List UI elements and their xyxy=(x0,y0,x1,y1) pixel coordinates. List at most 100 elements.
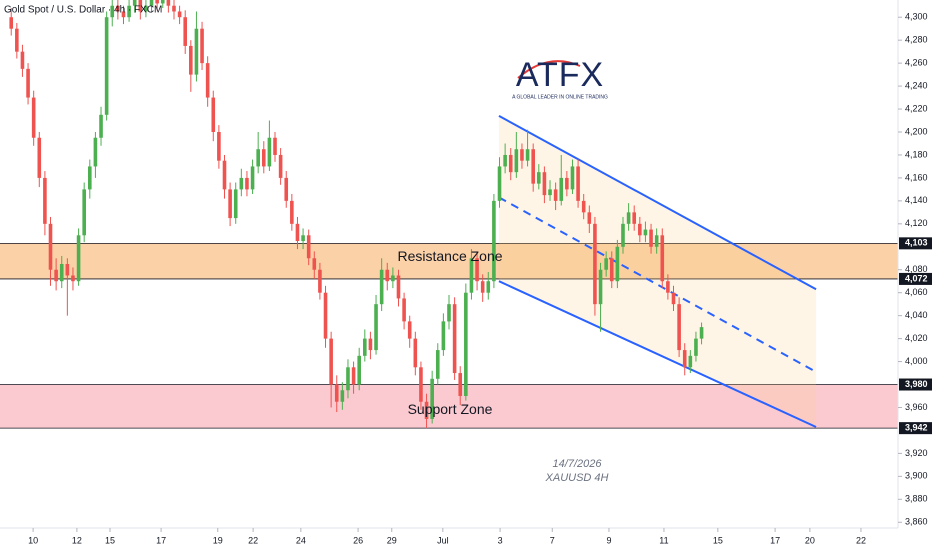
candle-body xyxy=(492,200,496,282)
candle-body xyxy=(48,223,53,270)
candle-body xyxy=(542,172,547,196)
candle-body xyxy=(26,68,30,98)
x-tick-label: 7 xyxy=(550,535,555,545)
y-tick-label: 4,040 xyxy=(905,310,928,320)
candle-body xyxy=(172,5,176,12)
candle-body xyxy=(604,258,608,270)
x-tick-label: 12 xyxy=(72,535,82,545)
candle-body xyxy=(666,281,670,293)
channel-line xyxy=(498,196,817,373)
candle-body xyxy=(531,149,535,184)
candle-body xyxy=(256,149,260,167)
candle-body xyxy=(458,373,463,396)
price-box-label: 4,072 xyxy=(905,273,928,283)
candle-body xyxy=(537,172,541,184)
candle-body xyxy=(660,235,665,282)
annotation: XAUUSD 4H xyxy=(545,472,609,484)
candle-body xyxy=(323,292,328,339)
candle-body xyxy=(37,137,42,178)
candle-body xyxy=(312,258,317,270)
candle-body xyxy=(475,258,479,282)
candle-body xyxy=(570,166,575,190)
price-box-label: 4,103 xyxy=(905,238,928,248)
x-tick-label: 10 xyxy=(28,535,38,545)
candle-body xyxy=(177,11,182,18)
candle-body xyxy=(396,275,401,299)
candle-body xyxy=(548,189,552,196)
candle-body xyxy=(306,235,311,259)
y-tick-label: 3,960 xyxy=(905,402,928,412)
x-tick-label: 22 xyxy=(248,535,258,545)
candle-body xyxy=(609,258,614,282)
chart-title: Gold Spot / U.S. Dollar · 4h · FXCM xyxy=(4,5,162,16)
candle-body xyxy=(233,189,238,219)
candle-body xyxy=(374,304,378,351)
candle-body xyxy=(239,177,244,190)
candle-body xyxy=(553,189,558,201)
candle-body xyxy=(435,350,440,379)
x-tick-label: 9 xyxy=(606,535,611,545)
candle-body xyxy=(340,390,345,402)
price-box xyxy=(899,378,932,391)
candle-body xyxy=(121,11,126,18)
candle-body xyxy=(104,17,109,115)
candle-body xyxy=(31,97,36,138)
y-tick-label: 4,000 xyxy=(905,356,928,366)
candle-body xyxy=(688,355,693,368)
candle-body xyxy=(357,355,361,385)
x-tick-label: 22 xyxy=(856,535,866,545)
price-box-label: 3,942 xyxy=(905,423,928,433)
candle-body xyxy=(301,235,305,242)
x-tick-label: 24 xyxy=(296,535,306,545)
y-tick-label: 4,240 xyxy=(905,80,928,90)
candle-body xyxy=(419,367,423,402)
candle-body xyxy=(65,264,70,276)
y-tick-label: 3,860 xyxy=(905,517,928,527)
logo-name: ATFX xyxy=(516,56,604,94)
candle-body xyxy=(497,166,502,201)
zone xyxy=(0,384,898,429)
logo-tagline: A GLOBAL LEADER IN ONLINE TRADING xyxy=(512,94,608,100)
price-box xyxy=(899,422,932,435)
channel-line xyxy=(498,280,817,428)
candle-body xyxy=(149,0,154,6)
candle-body xyxy=(144,5,148,12)
candle-body xyxy=(93,137,98,167)
candle-body xyxy=(9,17,14,29)
x-tick-label: 26 xyxy=(353,535,363,545)
candle-body xyxy=(413,338,418,368)
y-tick-label: 3,920 xyxy=(905,448,928,458)
candle-body xyxy=(593,223,597,305)
candle-body xyxy=(261,149,266,167)
y-tick-label: 4,120 xyxy=(905,218,928,228)
y-tick-label: 3,900 xyxy=(905,471,928,481)
candle-body xyxy=(245,177,249,190)
candle-body xyxy=(166,0,171,6)
candle-body xyxy=(155,0,159,4)
candle-body xyxy=(598,269,603,305)
candle-body xyxy=(290,200,294,224)
candle-body xyxy=(649,229,653,247)
candle-body xyxy=(76,235,81,282)
candle-body xyxy=(211,97,216,132)
candle-body xyxy=(638,223,642,236)
candle-body xyxy=(503,154,507,167)
x-tick-label: 17 xyxy=(770,535,780,545)
candle-body xyxy=(626,212,631,224)
candle-body xyxy=(278,154,283,178)
zone xyxy=(0,243,898,279)
candle-body xyxy=(273,137,277,155)
candle-body xyxy=(127,5,131,18)
y-tick-label: 4,220 xyxy=(905,103,928,113)
candle-body xyxy=(682,350,687,368)
x-tick-label: 11 xyxy=(659,535,668,545)
candle-body xyxy=(525,149,530,161)
candle-body xyxy=(59,264,64,282)
logo-swoosh xyxy=(517,60,581,79)
candle-body xyxy=(385,269,390,282)
zone-label: Support Zone xyxy=(408,401,493,417)
candle-body xyxy=(514,149,519,173)
annotation: 14/7/2026 xyxy=(553,458,603,470)
candle-body xyxy=(643,229,648,236)
